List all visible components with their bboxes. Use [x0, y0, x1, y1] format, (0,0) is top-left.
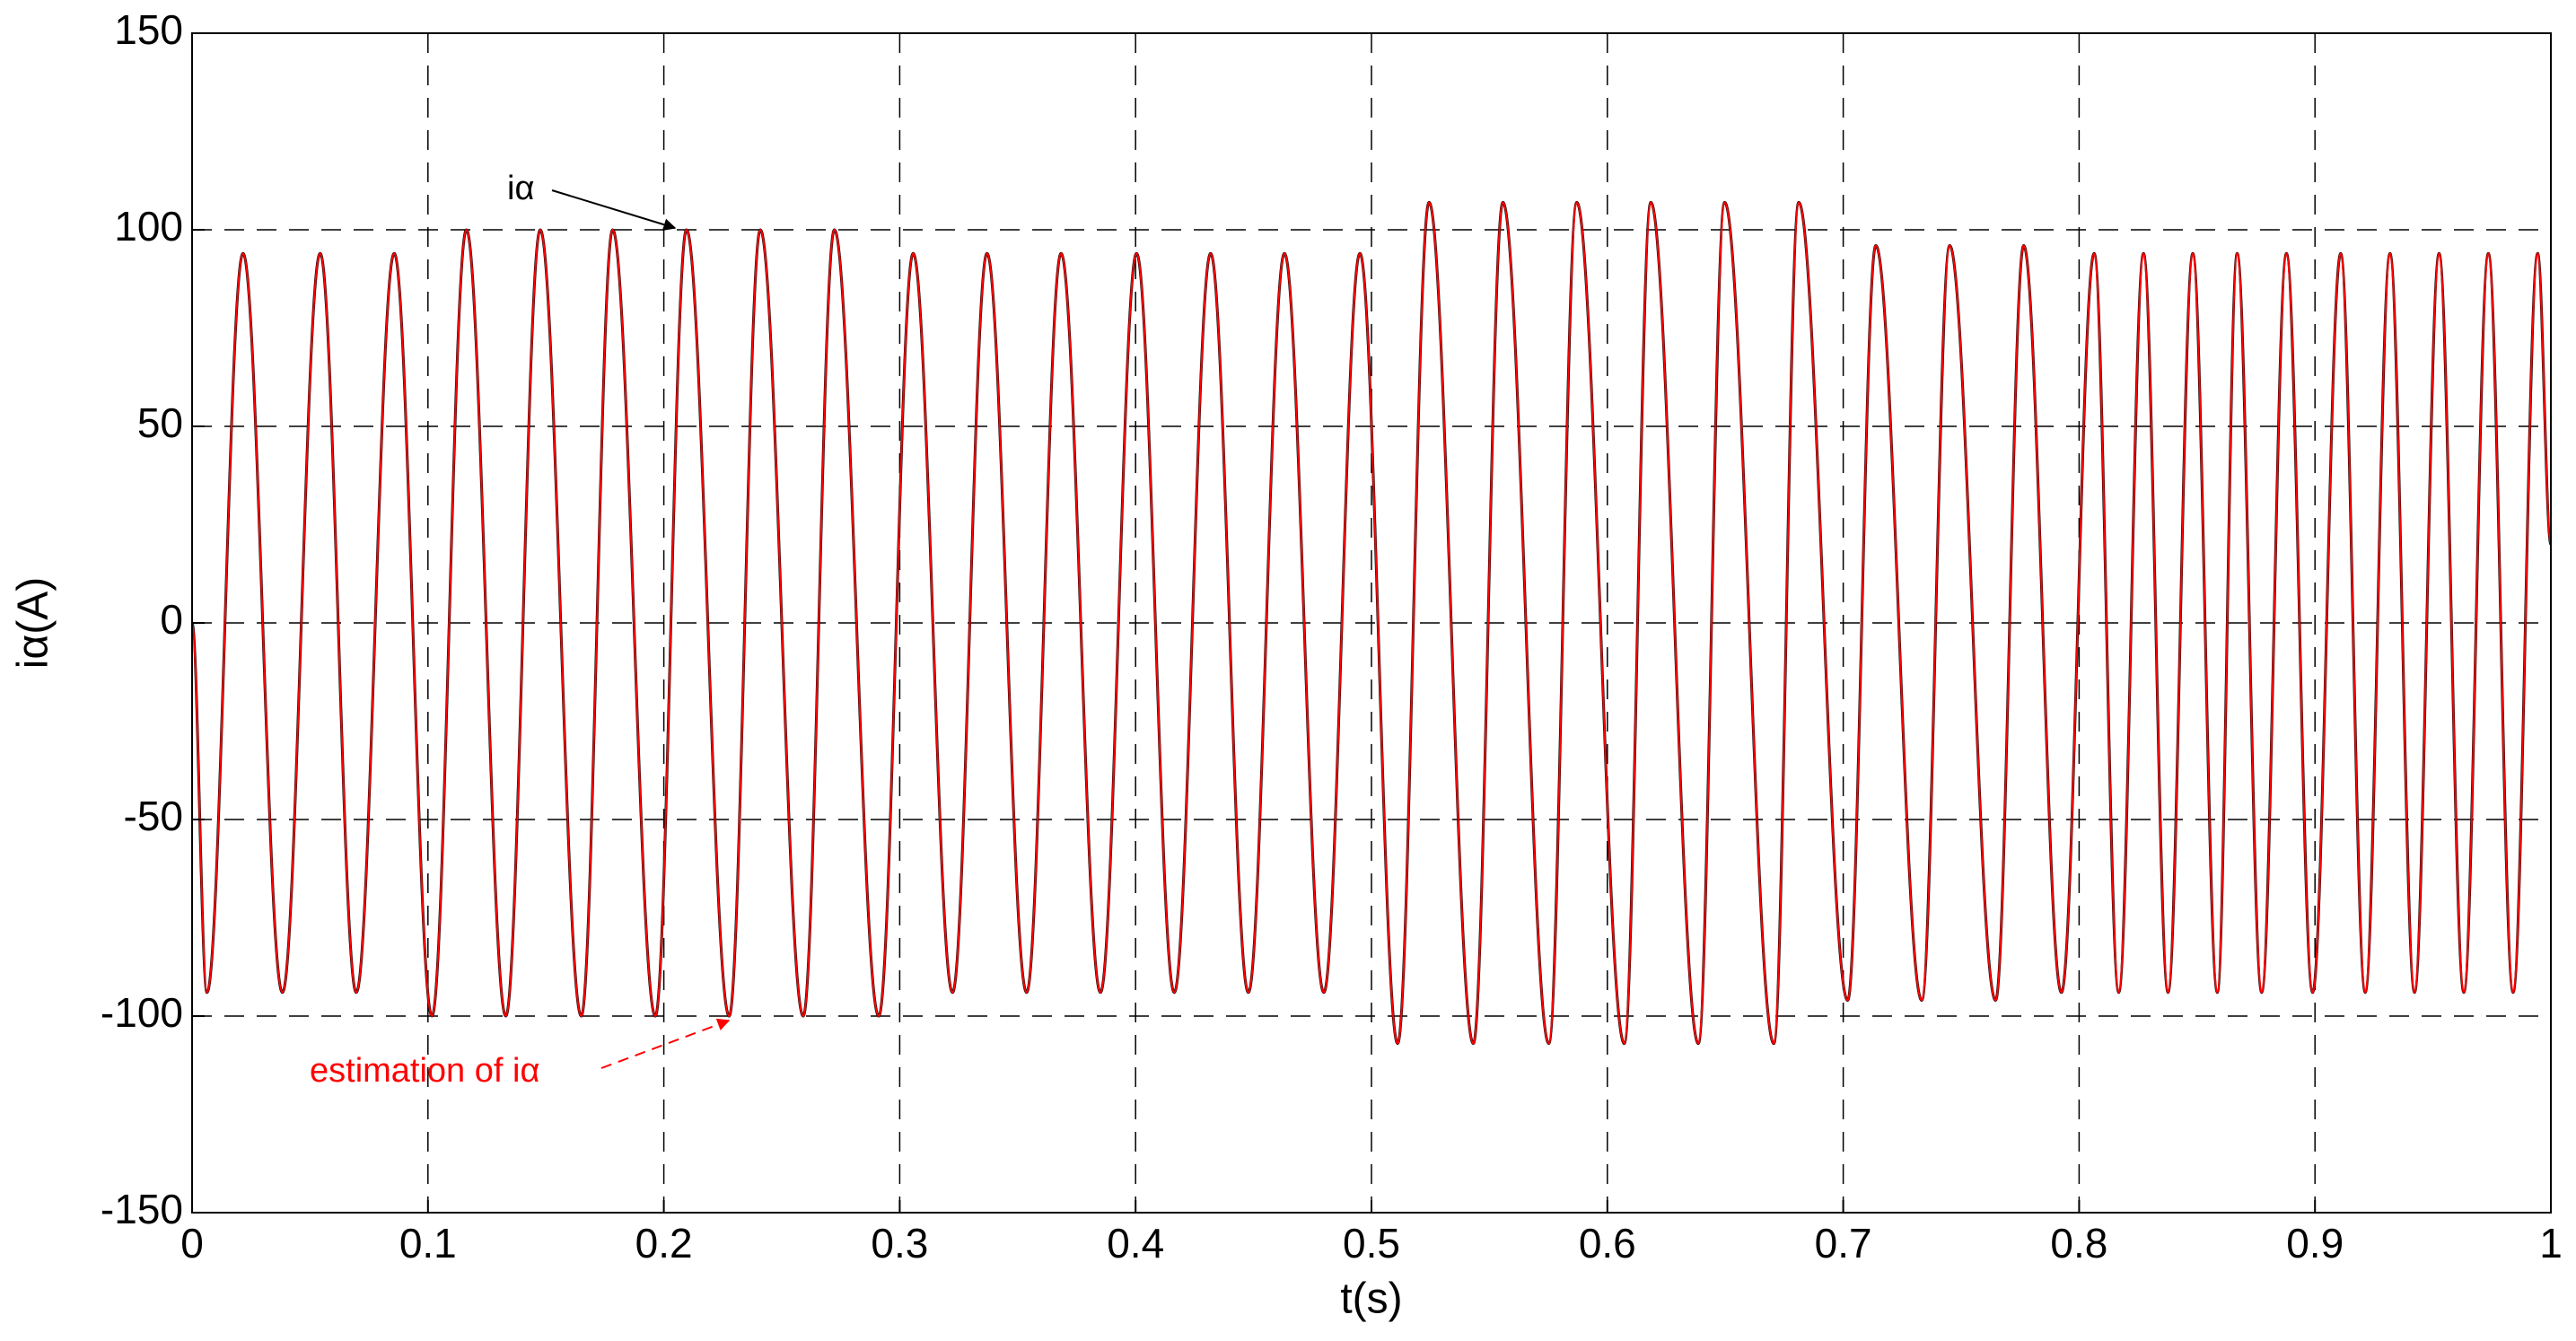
- lines: [190, 200, 2553, 1046]
- annotation-arrow: [600, 1018, 731, 1069]
- x-tick-label: 0.6: [1579, 1220, 1636, 1266]
- x-axis-label: t(s): [1340, 1275, 1402, 1323]
- x-tick-label: 0: [180, 1220, 204, 1266]
- y-tick-label: -100: [101, 989, 183, 1036]
- x-tick-label: 0.3: [871, 1220, 928, 1266]
- x-tick-label: 0.1: [399, 1220, 457, 1266]
- y-tick-label: 100: [114, 203, 183, 250]
- annotation: estimation of iα: [310, 1052, 539, 1090]
- annotation-arrow: [551, 189, 677, 231]
- x-tick-label: 0.2: [635, 1220, 693, 1266]
- grid: [191, 32, 2552, 1214]
- x-tick-label: 0.8: [2050, 1220, 2107, 1266]
- y-tick-label: 150: [114, 6, 183, 53]
- x-tick-label: 0.9: [2286, 1220, 2344, 1266]
- y-tick-label: 50: [137, 399, 183, 446]
- y-axis-label: iα(A): [10, 577, 57, 669]
- x-tick-label: 0.7: [1815, 1220, 1872, 1266]
- y-tick-label: -50: [124, 793, 183, 839]
- series-line: [191, 201, 2552, 1045]
- y-tick-label: 0: [160, 596, 183, 643]
- x-tick-label: 1: [2539, 1220, 2563, 1266]
- x-tick-label: 0.5: [1343, 1220, 1400, 1266]
- x-tick-label: 0.4: [1107, 1220, 1164, 1266]
- y-tick-label: -150: [101, 1186, 183, 1232]
- annotation: iα: [507, 170, 534, 207]
